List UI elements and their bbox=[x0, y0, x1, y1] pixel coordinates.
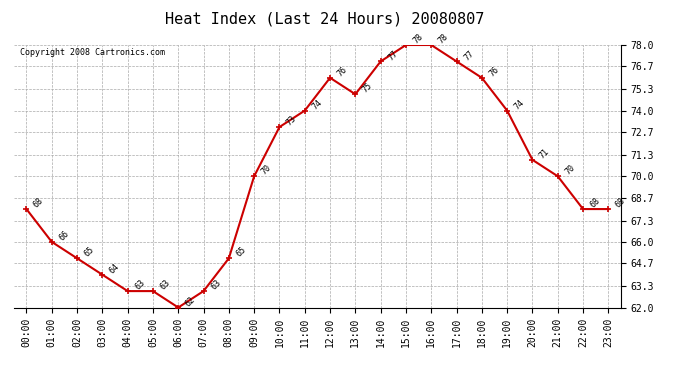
Text: 70: 70 bbox=[563, 164, 577, 177]
Text: 71: 71 bbox=[538, 147, 551, 160]
Text: 68: 68 bbox=[589, 196, 602, 210]
Text: 77: 77 bbox=[462, 49, 475, 62]
Text: 78: 78 bbox=[437, 32, 451, 46]
Text: 64: 64 bbox=[108, 262, 121, 275]
Text: 63: 63 bbox=[133, 278, 147, 292]
Text: 63: 63 bbox=[209, 278, 223, 292]
Text: 68: 68 bbox=[32, 196, 46, 210]
Text: 75: 75 bbox=[361, 81, 375, 95]
Text: 77: 77 bbox=[386, 49, 400, 62]
Text: 66: 66 bbox=[57, 229, 71, 243]
Text: Copyright 2008 Cartronics.com: Copyright 2008 Cartronics.com bbox=[20, 48, 165, 57]
Text: 74: 74 bbox=[513, 98, 526, 111]
Text: 74: 74 bbox=[310, 98, 324, 111]
Text: 70: 70 bbox=[259, 164, 273, 177]
Text: Heat Index (Last 24 Hours) 20080807: Heat Index (Last 24 Hours) 20080807 bbox=[165, 11, 484, 26]
Text: 63: 63 bbox=[159, 278, 172, 292]
Text: 68: 68 bbox=[614, 196, 627, 210]
Text: 62: 62 bbox=[184, 295, 197, 308]
Text: 78: 78 bbox=[411, 32, 425, 46]
Text: 76: 76 bbox=[487, 65, 501, 78]
Text: 65: 65 bbox=[83, 246, 96, 259]
Text: 76: 76 bbox=[335, 65, 349, 78]
Text: 65: 65 bbox=[235, 246, 248, 259]
Text: 73: 73 bbox=[285, 114, 299, 128]
